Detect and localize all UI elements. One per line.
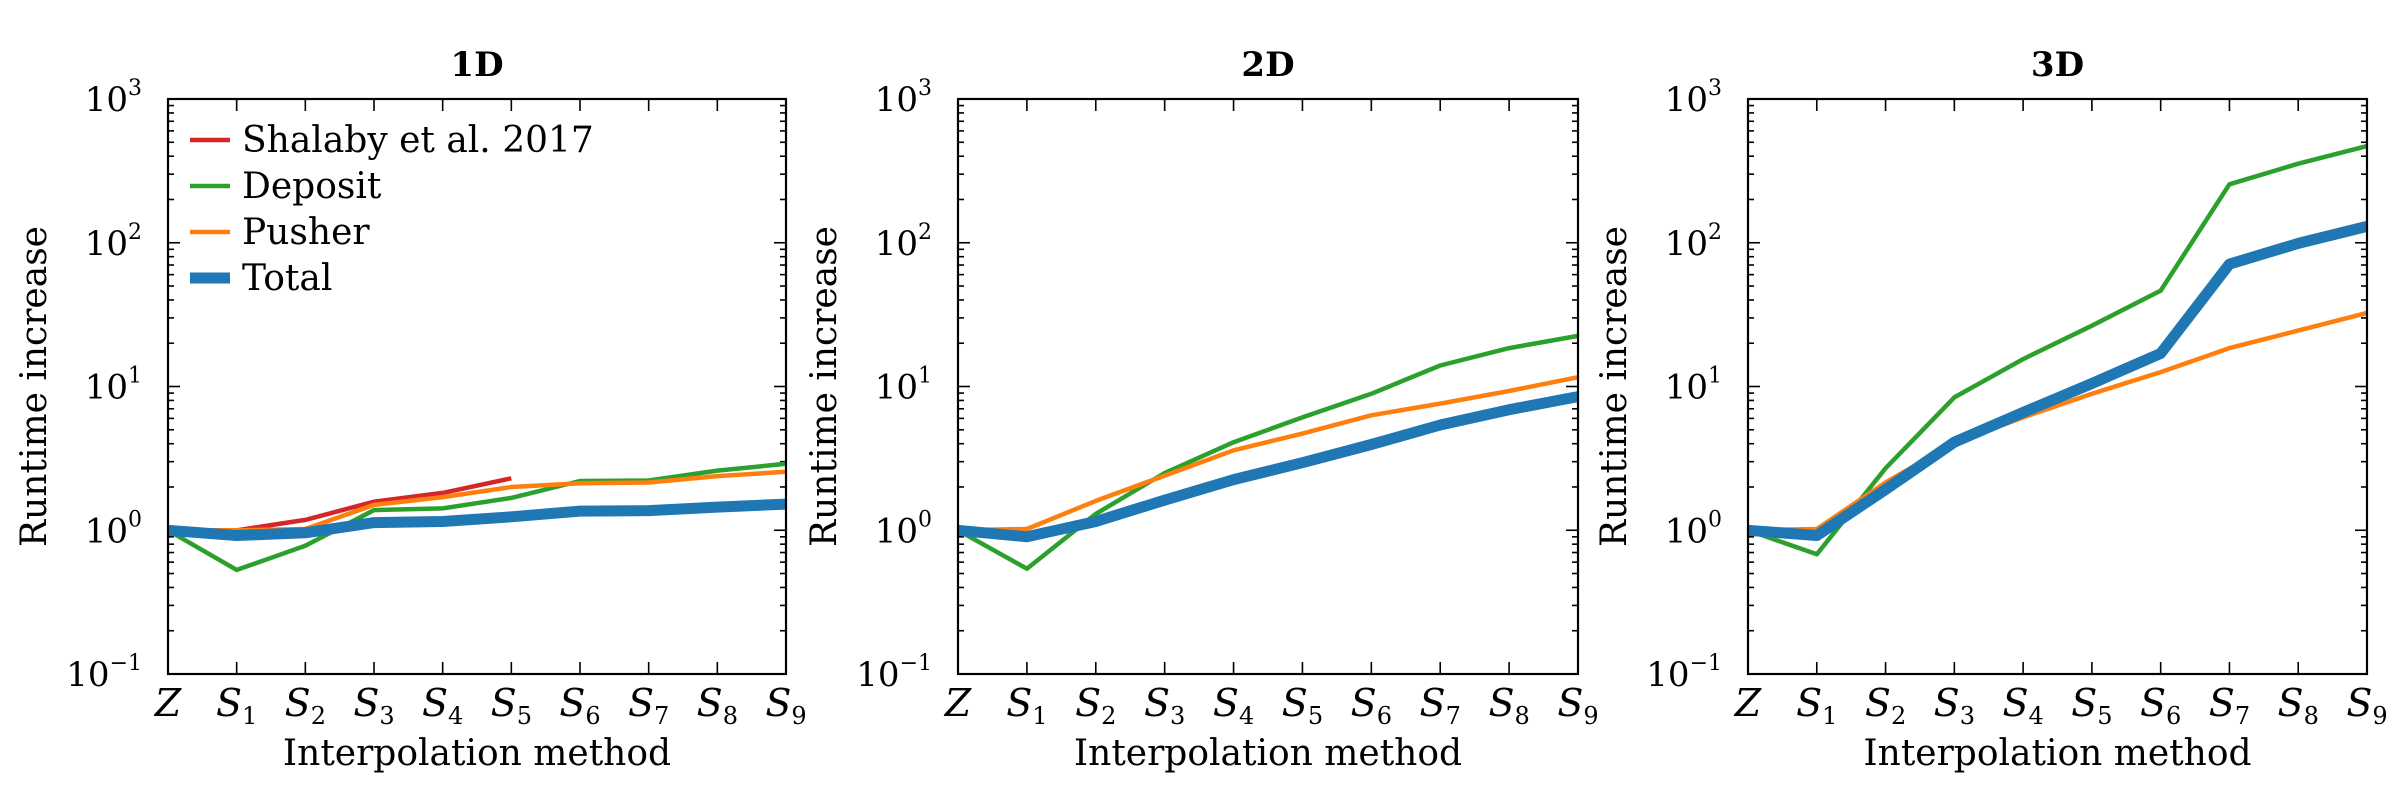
- y-tick-label: 102: [875, 220, 932, 264]
- chart-title: 2D: [1241, 45, 1294, 85]
- chart-title: 1D: [450, 45, 503, 85]
- x-tick-label: S8: [2278, 681, 2319, 730]
- x-tick-label: S1: [1796, 681, 1837, 730]
- plot-frame: [1746, 97, 2369, 676]
- x-tick-label: S9: [765, 681, 806, 730]
- y-tick-label: 100: [85, 507, 142, 551]
- x-tick-label: S5: [2071, 681, 2112, 730]
- y-tick-label: 101: [85, 364, 142, 408]
- series-line-deposit: [1747, 143, 2368, 557]
- y-tick-label: 103: [875, 76, 932, 120]
- series-line-pusher: [957, 374, 1579, 533]
- chart-title: 3D: [2031, 45, 2084, 85]
- y-tick-label: 102: [85, 220, 142, 264]
- x-tick-label: S6: [2140, 681, 2181, 730]
- legend-label: Total: [242, 258, 332, 299]
- y-tick-label: 103: [1665, 76, 1722, 120]
- x-tick-label: S5: [491, 681, 532, 730]
- x-tick-label: S3: [1144, 681, 1185, 730]
- x-tick-label: S2: [1865, 681, 1906, 730]
- x-axis-label: Interpolation method: [283, 733, 671, 774]
- x-tick-label: S3: [353, 681, 394, 730]
- x-tick-label: S8: [697, 681, 738, 730]
- legend: Shalaby et al. 2017 Deposit Pusher Total: [190, 120, 594, 299]
- y-tick-label: 10−1: [856, 651, 932, 695]
- x-tick-label: S3: [1934, 681, 1975, 730]
- x-tick-label: S9: [2346, 681, 2387, 730]
- x-tick-label: S1: [216, 681, 257, 730]
- y-tick-label: 10−1: [66, 651, 142, 695]
- x-tick-label: S2: [285, 681, 326, 730]
- y-tick-label: 103: [85, 76, 142, 120]
- y-tick-label: 100: [875, 507, 932, 551]
- x-tick-label: S4: [1213, 681, 1254, 730]
- series-line-deposit: [956, 333, 1579, 571]
- y-axis-label: Runtime increase: [1594, 226, 1635, 547]
- series-line-pusher: [1747, 310, 2368, 533]
- x-tick-label: S7: [1420, 681, 1461, 730]
- x-tick-label: S9: [1557, 681, 1598, 730]
- y-tick-label: 101: [875, 364, 932, 408]
- panel-3D: 10−1 100 101 102 103 Z S1 S2 S3 S4 S5 S6 S7 S8 S9 3D Int…: [1594, 45, 2388, 774]
- x-axis-label: Interpolation method: [1074, 733, 1462, 774]
- x-tick-label: S4: [2002, 681, 2043, 730]
- x-tick-label: S1: [1006, 681, 1047, 730]
- y-axis-label: Runtime increase: [14, 226, 55, 547]
- plot-frame: [166, 97, 788, 676]
- series-line-total: [167, 498, 787, 541]
- y-tick-label: 101: [1665, 364, 1722, 408]
- x-tick-label: S6: [559, 681, 600, 730]
- series-line-deposit: [166, 461, 787, 573]
- x-tick-label: S5: [1282, 681, 1323, 730]
- y-tick-label: 10−1: [1646, 651, 1722, 695]
- legend-label: Pusher: [242, 212, 370, 253]
- y-axis-label: Runtime increase: [804, 226, 845, 547]
- y-tick-label: 100: [1665, 507, 1722, 551]
- x-tick-label: S2: [1075, 681, 1116, 730]
- panel-2D: 10−1 100 101 102 103 Z S1 S2 S3 S4 S5 S6 S7 S8 S9 2D Int…: [804, 45, 1599, 774]
- x-tick-label: S7: [628, 681, 669, 730]
- x-tick-label: S6: [1351, 681, 1392, 730]
- x-tick-label: Z: [1734, 681, 1762, 725]
- plot-frame: [956, 97, 1580, 676]
- x-tick-label: Z: [154, 681, 182, 725]
- series-line-total: [957, 391, 1580, 543]
- panel-1D: 10−1 100 101 102 103 Z S1 S2 S3 S4 S5 S6 S7 S8 S9 1D Int…: [14, 45, 807, 774]
- x-tick-label: S7: [2209, 681, 2250, 730]
- legend-label: Shalaby et al. 2017: [242, 120, 594, 161]
- y-tick-label: 102: [1665, 220, 1722, 264]
- x-tick-label: S4: [422, 681, 463, 730]
- series-line-total: [1747, 221, 2369, 541]
- legend-label: Deposit: [242, 166, 382, 207]
- x-axis-label: Interpolation method: [1863, 733, 2251, 774]
- x-tick-label: S8: [1488, 681, 1529, 730]
- x-tick-label: Z: [944, 681, 972, 725]
